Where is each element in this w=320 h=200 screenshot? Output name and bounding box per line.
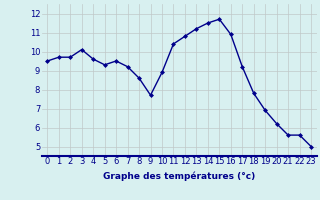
X-axis label: Graphe des températures (°c): Graphe des températures (°c)	[103, 172, 255, 181]
